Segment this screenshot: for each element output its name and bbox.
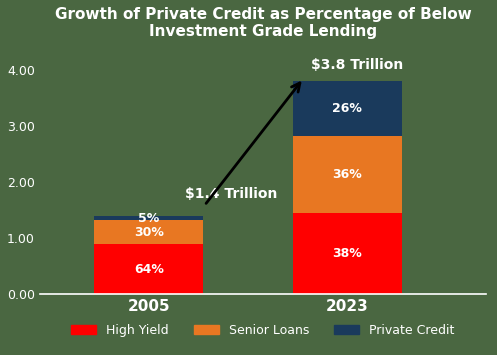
Text: 5%: 5% (138, 212, 160, 225)
Text: 30%: 30% (134, 226, 164, 239)
Bar (293, 81, 402, 136)
Bar (94, 217, 203, 220)
Title: Growth of Private Credit as Percentage of Below
Investment Grade Lending: Growth of Private Credit as Percentage o… (55, 7, 471, 39)
Text: 38%: 38% (332, 247, 362, 260)
Legend: High Yield, Senior Loans, Private Credit: High Yield, Senior Loans, Private Credit (66, 319, 460, 342)
Bar (94, 220, 203, 244)
Bar (94, 244, 203, 294)
Text: 64%: 64% (134, 263, 164, 275)
Bar (293, 136, 402, 213)
Text: $3.8 Trillion: $3.8 Trillion (311, 58, 403, 72)
Bar (293, 213, 402, 294)
Text: 36%: 36% (332, 168, 362, 181)
Text: 26%: 26% (332, 102, 362, 115)
Text: $1.4 Trillion: $1.4 Trillion (184, 187, 277, 201)
